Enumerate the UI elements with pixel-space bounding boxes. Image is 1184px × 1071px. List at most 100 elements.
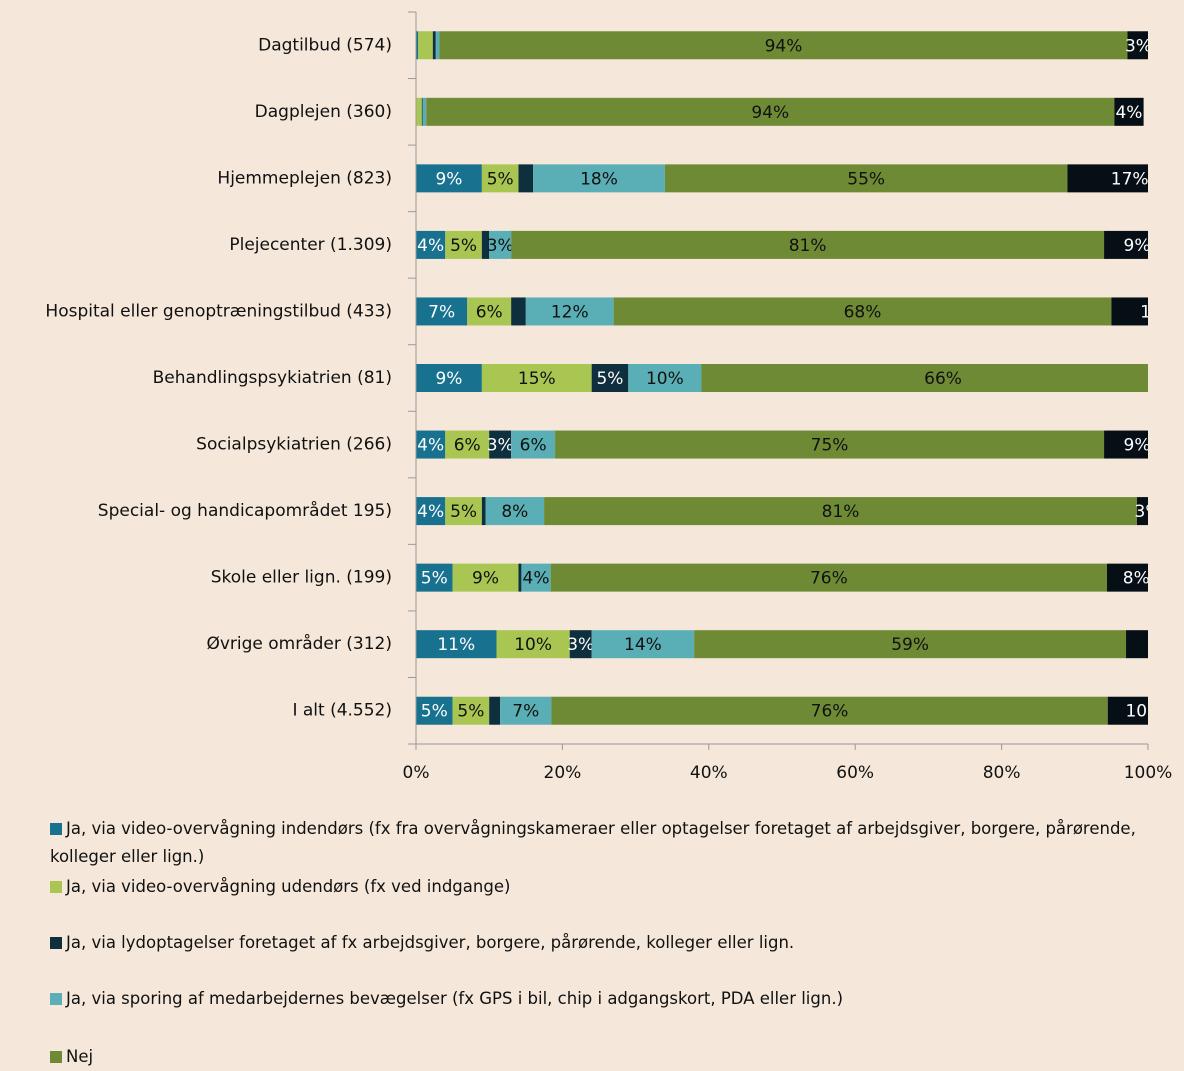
category-label: Hospital eller genoptræningstilbud (433) xyxy=(45,301,392,321)
data-label: 3% xyxy=(487,236,514,256)
bar-segment xyxy=(416,364,482,392)
bar-segment xyxy=(591,630,695,659)
bar-segment xyxy=(1126,630,1148,659)
bar-segment xyxy=(422,97,427,126)
bar-segment xyxy=(1114,97,1144,126)
bar-segment xyxy=(432,31,436,60)
category-label: Dagplejen (360) xyxy=(255,102,392,122)
bar-segment xyxy=(416,230,446,259)
data-label: 3% xyxy=(1135,502,1162,522)
bar-segment xyxy=(511,430,556,459)
x-tick-label: 0% xyxy=(403,763,430,783)
legend-item: Ja, via lydoptagelser foretaget af fx ar… xyxy=(50,929,1170,957)
bar-segment xyxy=(511,230,1105,259)
bar-segment xyxy=(521,563,551,592)
legend-swatch xyxy=(50,1051,62,1063)
bar-segment xyxy=(416,164,482,193)
bar-segment xyxy=(1107,563,1148,592)
bar-segment xyxy=(489,230,512,259)
data-label: 4% xyxy=(417,236,444,256)
data-label: 17% xyxy=(1111,169,1149,189)
data-label: 6% xyxy=(520,436,547,456)
legend-item: Ja, via video-overvågning udendørs (fx v… xyxy=(50,873,1170,901)
x-tick-label: 40% xyxy=(690,763,728,783)
bar-segment xyxy=(418,31,433,60)
bar-segment xyxy=(1104,230,1148,259)
data-label: 12% xyxy=(551,302,589,322)
bar-segment xyxy=(452,696,490,725)
x-tick-label: 20% xyxy=(544,763,582,783)
data-label: 3% xyxy=(567,635,594,655)
bar-segment xyxy=(416,297,468,326)
data-label: 10% xyxy=(646,369,684,389)
data-label: 94% xyxy=(751,103,789,123)
data-label: 5% xyxy=(421,702,448,722)
bar-segment xyxy=(416,563,453,592)
bar-segment xyxy=(533,164,665,193)
data-label: 4% xyxy=(417,436,444,456)
bar-segment xyxy=(569,630,592,659)
bar-segment xyxy=(467,297,512,326)
data-label: 18% xyxy=(580,169,618,189)
chart: 94% 3% 94% 4% 9% 5% 18% 55% 17% 4% 5% 3% 81% 9% 7% 6% 12… xyxy=(45,11,1173,783)
data-label: 7% xyxy=(428,302,455,322)
category-label: Hjemmeplejen (823) xyxy=(217,168,392,188)
legend-label: Ja, via video-overvågning udendørs (fx v… xyxy=(66,877,511,896)
bar-segment xyxy=(511,297,526,326)
category-label: I alt (4.552) xyxy=(292,701,392,721)
legend-label: Ja, via video-overvågning indendørs (fx … xyxy=(50,819,1136,866)
data-label: 68% xyxy=(844,302,882,322)
bar-segment xyxy=(551,696,1108,725)
legend-item: Nej xyxy=(50,1043,1170,1071)
bar-segment xyxy=(481,164,519,193)
data-label: 10% xyxy=(1125,702,1163,722)
bar-segment xyxy=(421,97,423,126)
bar-segment xyxy=(481,230,490,259)
data-label: 6% xyxy=(476,302,503,322)
data-label: 66% xyxy=(924,369,962,389)
data-label: 5% xyxy=(450,236,477,256)
data-label: 9% xyxy=(435,369,462,389)
category-label: Plejecenter (1.309) xyxy=(229,235,392,255)
bar-segment xyxy=(445,430,490,459)
bar-segment xyxy=(416,696,453,725)
data-label: 6% xyxy=(454,436,481,456)
legend-swatch xyxy=(50,993,62,1005)
data-label: 11% xyxy=(437,635,475,655)
category-label: Socialpsykiatrien (266) xyxy=(196,435,392,455)
bar-segment xyxy=(445,497,482,526)
bar-segment xyxy=(416,430,446,459)
bar-segment xyxy=(1104,430,1148,459)
category-label: Skole eller lign. (199) xyxy=(211,568,392,588)
data-label: 75% xyxy=(811,436,849,456)
x-tick-label: 100% xyxy=(1124,763,1173,783)
bar-segment xyxy=(1107,696,1148,725)
data-label: 8% xyxy=(1123,569,1150,589)
data-label: 5% xyxy=(457,702,484,722)
bar-segment xyxy=(664,164,1068,193)
bar-segment xyxy=(416,497,446,526)
legend-swatch xyxy=(50,823,62,835)
category-label: Dagtilbud (574) xyxy=(258,35,392,55)
data-label: 4% xyxy=(1115,103,1142,123)
data-label: 76% xyxy=(810,569,848,589)
legend-label: Ja, via sporing af medarbejdernes bevæge… xyxy=(66,989,844,1008)
bar-segment xyxy=(628,364,702,392)
bar-segment xyxy=(485,497,545,526)
bar-segment xyxy=(1111,297,1148,326)
bar-segment xyxy=(555,430,1105,459)
bar-segment xyxy=(1067,164,1148,193)
data-label: 5% xyxy=(421,569,448,589)
data-label: 10% xyxy=(514,635,552,655)
category-label: Behandlingspsykiatrien (81) xyxy=(153,368,392,388)
bar-segment xyxy=(445,230,482,259)
data-label: 4% xyxy=(523,569,550,589)
data-label: 9% xyxy=(1124,236,1151,256)
bar-segment xyxy=(591,364,629,392)
data-label: 4% xyxy=(417,502,444,522)
bar-segment xyxy=(481,497,486,526)
bar-segment xyxy=(496,630,570,659)
data-label: 59% xyxy=(891,635,929,655)
data-label: 5% xyxy=(487,169,514,189)
